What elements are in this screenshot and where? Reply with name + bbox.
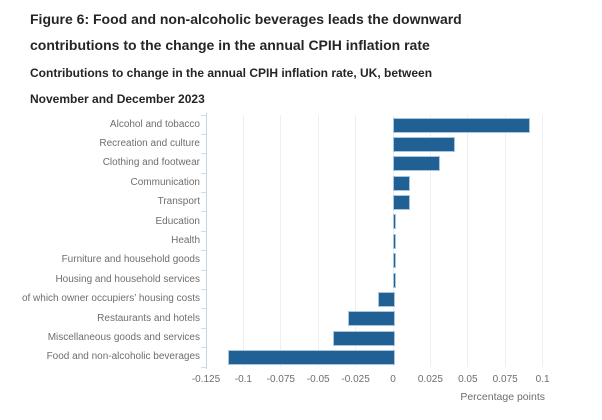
gridline <box>280 115 282 367</box>
category-label: Restaurants and hotels <box>97 312 200 324</box>
x-axis-title: Percentage points <box>460 391 545 403</box>
y-axis-tick <box>201 133 206 135</box>
x-tick-label: -0.1 <box>234 374 252 385</box>
category-label: Communication <box>130 176 200 188</box>
figure-title-line-2: contributions to the change in the annua… <box>30 37 430 53</box>
gridline <box>242 115 244 367</box>
bar <box>393 156 440 172</box>
y-axis-tick <box>201 153 206 155</box>
category-label: Furniture and household goods <box>61 254 200 266</box>
y-axis-tick <box>201 250 206 252</box>
category-label: Health <box>171 235 200 246</box>
category-label: Transport <box>157 196 200 208</box>
bar <box>393 253 397 269</box>
x-tick-label: 0.025 <box>417 374 443 385</box>
bar <box>228 350 395 366</box>
category-label: Recreation and culture <box>99 138 200 150</box>
figure-subtitle-line-2: November and December 2023 <box>30 92 205 106</box>
bar <box>393 175 410 191</box>
category-label: Housing and household services <box>55 273 200 285</box>
bar <box>393 214 397 230</box>
gridline <box>355 115 357 367</box>
category-label: Clothing and footwear <box>102 157 200 169</box>
bar <box>333 330 395 346</box>
category-label: Alcohol and tobacco <box>109 118 200 130</box>
y-axis-tick <box>201 230 206 232</box>
gridline <box>467 115 469 367</box>
figure-title-line-1: Figure 6: Food and non-alcoholic beverag… <box>30 11 462 27</box>
x-tick-label: -0.05 <box>306 374 330 385</box>
category-label: Miscellaneous goods and services <box>47 331 200 343</box>
bar <box>393 136 455 152</box>
x-tick-label: -0.025 <box>341 374 370 385</box>
x-tick-label: 0.05 <box>458 374 478 385</box>
bar <box>393 195 410 211</box>
x-tick-label: -0.125 <box>191 374 221 385</box>
category-label: Education <box>155 215 200 227</box>
bar <box>393 233 397 249</box>
plot-area <box>201 113 559 369</box>
y-axis-tick <box>201 269 206 271</box>
x-tick-label: -0.075 <box>266 374 295 385</box>
gridline <box>542 115 544 367</box>
y-axis-tick <box>201 347 206 349</box>
y-axis-tick <box>201 192 206 194</box>
y-axis-tick <box>201 308 206 310</box>
y-axis-tick <box>201 327 206 329</box>
gridline <box>317 115 319 367</box>
x-tick-label: 0.1 <box>535 374 550 385</box>
gridline <box>429 115 431 367</box>
bar <box>393 272 397 288</box>
category-label: of which owner occupiers’ housing costs <box>21 293 200 305</box>
bar <box>348 311 395 327</box>
bar <box>378 291 395 307</box>
figure-subtitle-line-1: Contributions to change in the annual CP… <box>30 66 433 80</box>
y-axis-tick <box>201 366 206 368</box>
figure-title: Figure 6: Food and non-alcoholic beverag… <box>30 6 590 58</box>
y-axis-tick <box>201 211 206 213</box>
y-axis-tick <box>201 172 206 174</box>
x-tick-label: 0.075 <box>492 374 518 385</box>
bar <box>393 117 530 133</box>
y-axis-line <box>206 113 207 369</box>
category-label: Food and non-alcoholic beverages <box>46 351 200 363</box>
y-axis-tick <box>201 114 206 116</box>
x-tick-label: 0 <box>390 374 396 385</box>
gridline <box>504 115 506 367</box>
y-axis-tick <box>201 288 206 290</box>
figure-subtitle: Contributions to change in the annual CP… <box>30 60 590 112</box>
